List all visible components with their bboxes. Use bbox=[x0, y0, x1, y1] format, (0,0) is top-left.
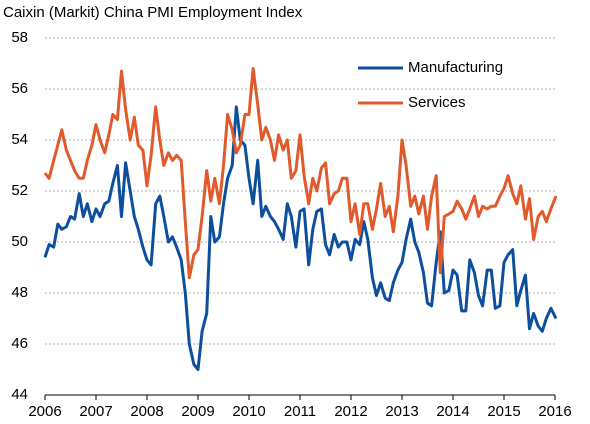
x-tick-label: 2010 bbox=[232, 403, 265, 420]
legend-label: Manufacturing bbox=[408, 59, 503, 76]
y-tick-label: 48 bbox=[11, 284, 28, 301]
y-tick-label: 52 bbox=[11, 182, 28, 199]
chart-title: Caixin (Markit) China PMI Employment Ind… bbox=[3, 4, 303, 21]
x-tick-label: 2012 bbox=[334, 403, 367, 420]
x-tick-label: 2006 bbox=[28, 403, 61, 420]
x-tick-label: 2015 bbox=[487, 403, 520, 420]
x-tick-label: 2008 bbox=[130, 403, 163, 420]
x-tick-label: 2014 bbox=[436, 403, 469, 420]
y-tick-label: 54 bbox=[11, 131, 28, 148]
legend-label: Services bbox=[408, 94, 466, 111]
x-tick-label: 2011 bbox=[284, 403, 316, 420]
x-tick-label: 2007 bbox=[79, 403, 112, 420]
x-tick-label: 2009 bbox=[181, 403, 214, 420]
y-tick-label: 44 bbox=[11, 386, 28, 403]
series-line bbox=[43, 67, 558, 280]
x-tick-label: 2013 bbox=[385, 403, 418, 420]
series-line bbox=[43, 105, 558, 371]
y-tick-label: 58 bbox=[11, 29, 28, 46]
y-tick-label: 46 bbox=[11, 335, 28, 352]
x-tick-label: 2016 bbox=[538, 403, 571, 420]
y-tick-label: 50 bbox=[11, 233, 28, 250]
y-tick-label: 56 bbox=[11, 80, 28, 97]
